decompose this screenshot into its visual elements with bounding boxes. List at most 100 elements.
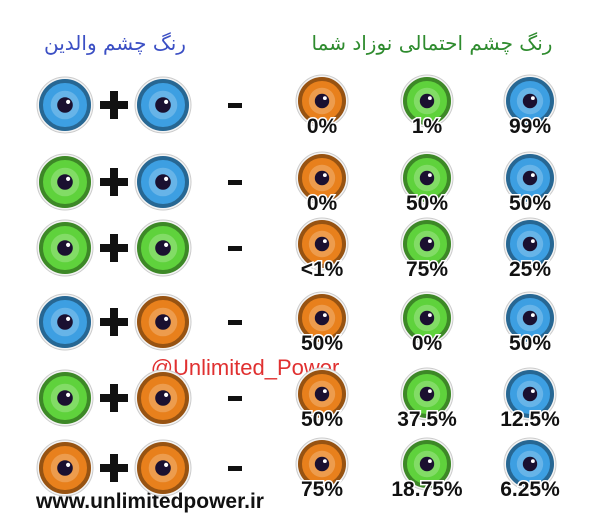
- pupil: [57, 390, 73, 406]
- pupil: [155, 97, 171, 113]
- minus: [228, 320, 242, 325]
- pupil: [57, 174, 73, 190]
- chance-label: 6.25%: [500, 478, 560, 501]
- highlight: [66, 176, 71, 181]
- iris-shade: [298, 294, 346, 342]
- highlight: [427, 389, 432, 394]
- pupil: [57, 240, 73, 256]
- pupil: [522, 236, 538, 252]
- chance-label: 12.5%: [500, 408, 560, 431]
- highlight: [164, 462, 169, 467]
- chance-label: 37.5%: [397, 408, 457, 431]
- pupil: [155, 314, 171, 330]
- eye: [503, 217, 557, 271]
- eye: [295, 151, 349, 205]
- pupil: [57, 97, 73, 113]
- eye: [400, 151, 454, 205]
- highlight: [164, 176, 169, 181]
- chance-label: 50%: [406, 192, 448, 215]
- chance-label: 75%: [301, 478, 343, 501]
- plus-v: [110, 308, 118, 336]
- eye: [400, 217, 454, 271]
- eye: [134, 153, 192, 211]
- eye: [400, 437, 454, 491]
- highlight: [322, 313, 327, 318]
- pupil: [155, 240, 171, 256]
- chance-label: 0%: [412, 332, 443, 355]
- pupil: [57, 460, 73, 476]
- chance-label: 50%: [301, 408, 343, 431]
- pupil: [419, 386, 435, 402]
- pupil: [522, 170, 538, 186]
- chance-label: 18.75%: [391, 478, 463, 501]
- highlight: [66, 242, 71, 247]
- eye: [503, 437, 557, 491]
- pupil: [419, 170, 435, 186]
- pupil: [419, 456, 435, 472]
- minus: [228, 246, 242, 251]
- highlight: [66, 99, 71, 104]
- iris-shade: [298, 154, 346, 202]
- iris-shade: [298, 77, 346, 125]
- iris-shade: [403, 440, 451, 488]
- highlight: [66, 462, 71, 467]
- child-title: رنگ چشم احتمالی نوزاد شما: [312, 31, 553, 55]
- iris-shade: [298, 370, 346, 418]
- pupil: [155, 174, 171, 190]
- iris-shade: [506, 154, 554, 202]
- eye: [134, 369, 192, 427]
- eye: [295, 291, 349, 345]
- pupil: [57, 314, 73, 330]
- iris-shade: [506, 77, 554, 125]
- eye: [503, 74, 557, 128]
- chance-label: 0%: [307, 192, 338, 215]
- pupil: [522, 386, 538, 402]
- pupil: [314, 236, 330, 252]
- highlight: [530, 173, 535, 178]
- iris-shade: [506, 220, 554, 268]
- eye: [503, 367, 557, 421]
- chance-label: 1%: [412, 115, 443, 138]
- minus: [228, 103, 242, 108]
- eye: [36, 293, 94, 351]
- iris-shade: [506, 440, 554, 488]
- iris-shade: [137, 156, 189, 208]
- iris-shade: [403, 220, 451, 268]
- eye: [36, 219, 94, 277]
- highlight: [530, 96, 535, 101]
- iris-shade: [39, 156, 91, 208]
- chance-label: <1%: [301, 258, 344, 281]
- eye: [134, 293, 192, 351]
- eye: [295, 217, 349, 271]
- iris-shade: [298, 220, 346, 268]
- highlight: [427, 239, 432, 244]
- pupil: [314, 310, 330, 326]
- pupil: [155, 390, 171, 406]
- highlight: [530, 459, 535, 464]
- plus-v: [110, 384, 118, 412]
- pupil: [419, 236, 435, 252]
- footer-url: www.unlimitedpower.ir: [35, 490, 264, 513]
- plus-v: [110, 168, 118, 196]
- highlight: [530, 239, 535, 244]
- chance-label: 50%: [301, 332, 343, 355]
- highlight: [427, 96, 432, 101]
- plus-v: [110, 91, 118, 119]
- highlight: [322, 173, 327, 178]
- iris-shade: [137, 372, 189, 424]
- eye: [295, 367, 349, 421]
- iris-shade: [506, 370, 554, 418]
- chance-label: 0%: [307, 115, 338, 138]
- iris-shade: [298, 440, 346, 488]
- eye: [134, 439, 192, 497]
- eye: [36, 439, 94, 497]
- pupil: [155, 460, 171, 476]
- pupil: [419, 310, 435, 326]
- pupil: [314, 170, 330, 186]
- pupil: [314, 386, 330, 402]
- eye: [295, 437, 349, 491]
- highlight: [427, 173, 432, 178]
- iris-shade: [137, 79, 189, 131]
- highlight: [164, 99, 169, 104]
